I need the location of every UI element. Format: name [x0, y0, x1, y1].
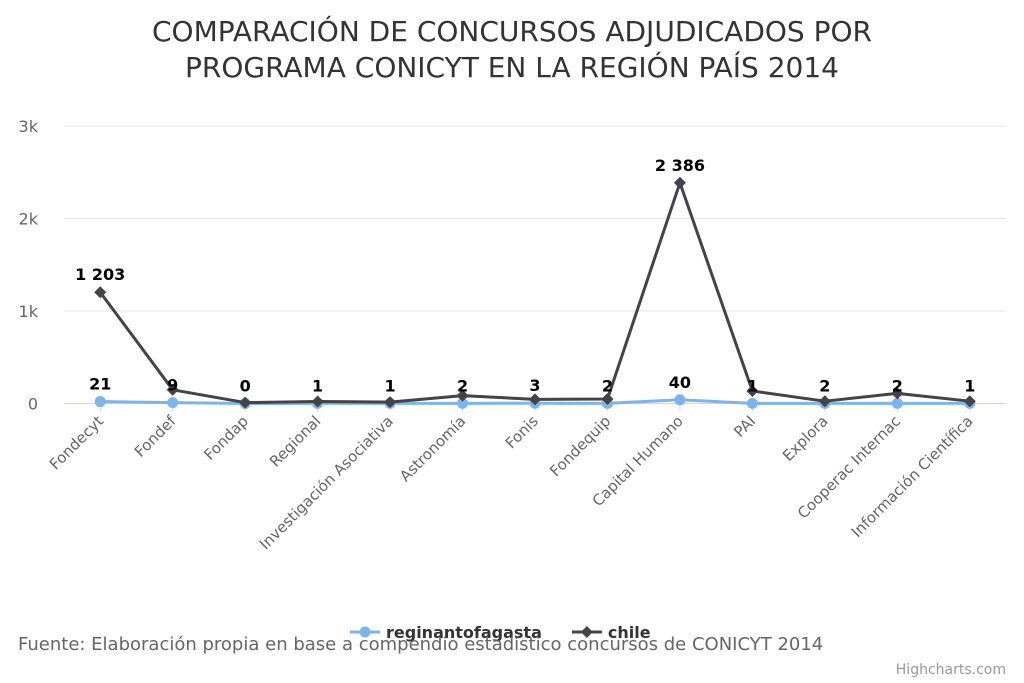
legend-marker[interactable]: [359, 626, 371, 638]
data-point[interactable]: [891, 387, 904, 400]
data-point[interactable]: [746, 397, 758, 409]
y-tick-label: 1k: [19, 302, 39, 321]
legend: reginantofagasta chile: [350, 623, 651, 642]
data-point[interactable]: [673, 176, 686, 189]
x-tick-label: Fondap: [200, 412, 252, 464]
data-point[interactable]: [239, 396, 252, 409]
data-point[interactable]: [746, 385, 759, 398]
series-line[interactable]: [98, 181, 972, 405]
y-axis: 0 1k 2k 3k: [19, 117, 39, 414]
x-tick-label: Información Científica: [848, 412, 977, 541]
legend-label: reginantofagasta: [386, 623, 542, 642]
data-label: 1: [385, 376, 396, 395]
x-tick-label: Fondequip: [546, 412, 614, 480]
data-label: 2: [602, 376, 613, 395]
data-label: 2: [892, 376, 903, 395]
y-tick-label: 0: [28, 395, 38, 414]
x-tick-label: Regional: [266, 412, 324, 470]
x-axis: Fondecyt Fondef Fondap RegionalInvestigació…: [46, 403, 977, 553]
data-label: 40: [669, 373, 691, 392]
legend-label: chile: [608, 623, 651, 642]
data-point[interactable]: [166, 383, 179, 396]
x-tick-label: PAI: [730, 412, 759, 441]
data-point[interactable]: [456, 389, 469, 402]
series-chile: [94, 176, 976, 409]
data-point[interactable]: [818, 395, 831, 408]
x-tick-label: Fonis: [502, 412, 542, 452]
data-point[interactable]: [674, 394, 686, 406]
y-tick-label: 3k: [19, 117, 39, 136]
data-point[interactable]: [94, 286, 107, 299]
x-tick-label: Fondecyt: [46, 412, 107, 473]
chart-title-line-2: PROGRAMA CONICYT EN LA REGIÓN PAÍS 2014: [185, 50, 839, 84]
data-point[interactable]: [311, 395, 324, 408]
x-tick-label: Explora: [779, 412, 832, 465]
series-group: [94, 176, 976, 409]
grid-lines: [64, 125, 1006, 404]
data-label: 1: [312, 376, 323, 395]
data-label: 3: [529, 376, 540, 395]
data-label: 0: [240, 377, 251, 396]
data-label: 1: [747, 376, 758, 395]
data-label: 2 386: [655, 156, 705, 175]
data-point[interactable]: [891, 397, 903, 409]
legend-item[interactable]: reginantofagasta: [350, 623, 542, 642]
legend-marker[interactable]: [580, 626, 593, 638]
data-label: 2: [819, 376, 830, 395]
data-point[interactable]: [94, 396, 106, 408]
x-tick-label: Astronomía: [396, 412, 469, 485]
data-point[interactable]: [384, 396, 397, 409]
data-label: 2: [457, 376, 468, 395]
data-label: 9: [167, 376, 178, 395]
data-label: 21: [89, 375, 111, 394]
data-label: 1 203: [75, 265, 125, 284]
data-point[interactable]: [601, 393, 614, 406]
source-note: Fuente: Elaboración propia en base a com…: [18, 634, 823, 655]
data-point[interactable]: [167, 397, 179, 409]
data-point[interactable]: [457, 397, 469, 409]
legend-item[interactable]: chile: [571, 623, 651, 642]
credits-link[interactable]: Highcharts.com: [896, 662, 1006, 678]
y-tick-label: 2k: [19, 210, 39, 229]
data-point[interactable]: [963, 395, 976, 408]
chart-title-line-1: COMPARACIÓN DE CONCURSOS ADJUDICADOS POR: [152, 14, 872, 48]
data-point[interactable]: [529, 393, 541, 406]
data-label: 1: [964, 376, 975, 395]
x-tick-label: Investigación Asociativa: [256, 412, 397, 553]
x-tick-label: Fondef: [131, 412, 180, 461]
